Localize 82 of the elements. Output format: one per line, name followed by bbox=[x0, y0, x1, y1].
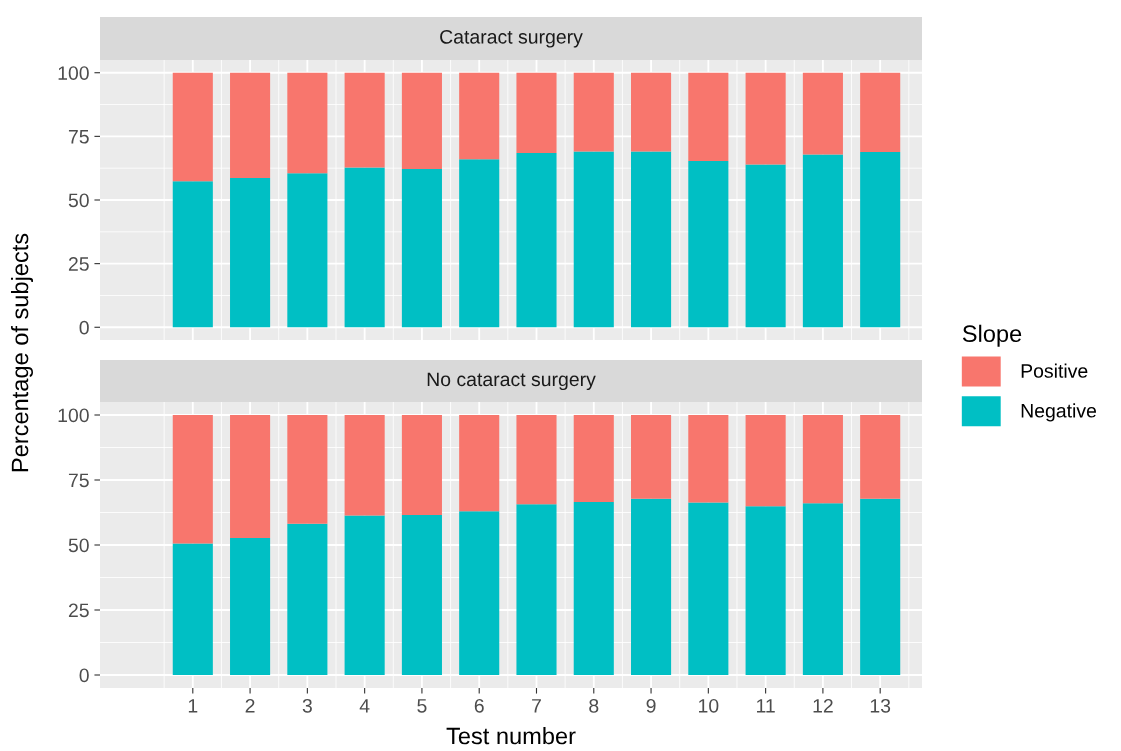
bar bbox=[401, 415, 442, 516]
bar bbox=[172, 543, 213, 675]
bar bbox=[802, 415, 843, 504]
bar bbox=[631, 415, 672, 499]
x-tick-label: 10 bbox=[699, 698, 719, 713]
y-axis-title: Percentage of subjects bbox=[11, 233, 33, 472]
x-tick-label: 12 bbox=[813, 698, 833, 713]
y-tick-label: 75 bbox=[68, 473, 89, 488]
bar bbox=[344, 72, 385, 168]
bar bbox=[344, 515, 385, 675]
x-tick-label: 3 bbox=[302, 698, 312, 713]
bar bbox=[459, 415, 500, 512]
bar bbox=[688, 72, 729, 162]
bar bbox=[688, 161, 729, 328]
x-tick-label: 8 bbox=[589, 698, 599, 713]
bar bbox=[287, 72, 328, 174]
bar bbox=[230, 178, 271, 328]
x-tick-label: 13 bbox=[870, 698, 891, 713]
bar bbox=[573, 415, 614, 503]
x-tick-label: 5 bbox=[417, 699, 427, 713]
bar bbox=[401, 72, 442, 169]
bar bbox=[745, 415, 786, 507]
y-tick-label: 0 bbox=[79, 320, 89, 335]
bar bbox=[172, 181, 213, 328]
bar bbox=[573, 151, 614, 328]
bar bbox=[745, 164, 786, 328]
bar bbox=[688, 415, 729, 503]
bar bbox=[631, 151, 672, 328]
bar bbox=[287, 173, 328, 328]
y-tick-label: 50 bbox=[68, 193, 89, 208]
chart-title: Cataract surgery bbox=[440, 29, 583, 48]
y-tick-label: 0 bbox=[79, 668, 89, 683]
y-tick-label: 75 bbox=[68, 130, 89, 144]
bar bbox=[573, 72, 614, 152]
bar bbox=[459, 159, 500, 328]
bar bbox=[573, 502, 614, 675]
x-tick-label: 6 bbox=[474, 698, 484, 713]
bar bbox=[631, 72, 672, 152]
x-tick-label: 4 bbox=[359, 699, 370, 713]
bar bbox=[459, 511, 500, 675]
y-tick-label: 100 bbox=[58, 66, 89, 80]
bar bbox=[745, 506, 786, 675]
bar bbox=[230, 537, 271, 675]
bar bbox=[860, 498, 901, 675]
y-tick-label: 25 bbox=[68, 257, 89, 271]
bar bbox=[802, 154, 843, 328]
bar bbox=[745, 72, 786, 165]
bar bbox=[230, 415, 271, 538]
legend-label: Positive bbox=[1021, 363, 1088, 378]
bar bbox=[344, 415, 385, 516]
x-tick-label: 11 bbox=[757, 699, 775, 713]
bar bbox=[172, 72, 213, 182]
legend-title: Slope bbox=[962, 324, 1022, 347]
y-tick-label: 50 bbox=[68, 538, 89, 553]
chart-title: No cataract surgery bbox=[427, 372, 596, 391]
bar bbox=[344, 167, 385, 328]
bar bbox=[860, 151, 901, 328]
bar bbox=[516, 504, 557, 675]
bar bbox=[631, 498, 672, 675]
bar bbox=[230, 72, 271, 179]
bar bbox=[287, 523, 328, 675]
x-tick-label: 1 bbox=[188, 699, 198, 713]
bar bbox=[459, 72, 500, 160]
bar bbox=[802, 503, 843, 675]
bar bbox=[688, 502, 729, 675]
bar bbox=[802, 72, 843, 155]
x-axis-title: Test number bbox=[446, 726, 576, 745]
bar bbox=[401, 515, 442, 675]
y-tick-label: 100 bbox=[58, 408, 89, 423]
x-tick-label: 9 bbox=[646, 698, 656, 713]
legend-label: Negative bbox=[1021, 403, 1097, 422]
y-tick-label: 25 bbox=[68, 603, 89, 618]
bar bbox=[860, 72, 901, 152]
x-tick-label: 7 bbox=[532, 699, 541, 713]
bar bbox=[860, 415, 901, 499]
bar bbox=[516, 72, 557, 153]
bar bbox=[516, 415, 557, 505]
x-tick-label: 2 bbox=[245, 698, 255, 713]
bar bbox=[401, 168, 442, 328]
bar bbox=[516, 152, 557, 328]
bar bbox=[172, 415, 213, 544]
bar bbox=[287, 415, 328, 524]
